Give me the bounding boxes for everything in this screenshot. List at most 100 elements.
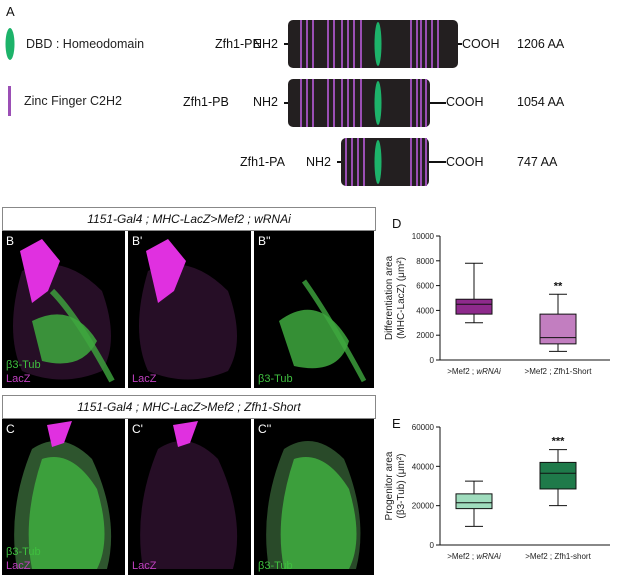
zfh1-pa-zinc-finger bbox=[351, 138, 353, 186]
zfh1-pa-homeodomain bbox=[374, 140, 382, 184]
y-tick-label: 60000 bbox=[412, 423, 435, 432]
y-tick-label: 8000 bbox=[416, 257, 434, 266]
zfh1-pa-zinc-finger bbox=[420, 138, 422, 186]
panel-b-image-1-label-2: LacZ bbox=[6, 373, 31, 385]
panel-b-image-2-letter: B' bbox=[132, 234, 143, 248]
panel-b-image-1: B β3-Tub LacZ bbox=[2, 231, 125, 388]
zfh1-pb-zinc-finger bbox=[312, 79, 314, 127]
homeodomain-legend-label: DBD : Homeodomain bbox=[26, 37, 145, 51]
panel-c-image-3-letter: C'' bbox=[258, 422, 272, 436]
zfh1-pe-protein-bar bbox=[288, 20, 458, 68]
box-series-2: ** bbox=[539, 280, 577, 352]
zfh1-pe-zinc-finger bbox=[347, 20, 349, 68]
zfh1-pe-homeodomain bbox=[374, 22, 382, 66]
y-tick-label: 10000 bbox=[412, 232, 435, 241]
y-tick-label: 2000 bbox=[416, 331, 434, 340]
zfh1-pe-zinc-finger bbox=[437, 20, 439, 68]
y-tick-label: 0 bbox=[430, 541, 435, 550]
panel-b-image-3-letter: B'' bbox=[258, 234, 271, 248]
box-series-1 bbox=[455, 262, 493, 324]
zfh1-pe-zinc-finger bbox=[425, 20, 427, 68]
zfh1-pa-zinc-finger bbox=[425, 138, 427, 186]
panel-a-diagram bbox=[5, 20, 462, 186]
chart-letter: D bbox=[392, 216, 401, 231]
panel-c-image-2-label-1: LacZ bbox=[132, 560, 157, 572]
significance-label: *** bbox=[552, 436, 566, 448]
zfh1-pe-zinc-finger bbox=[312, 20, 314, 68]
panel-b-image-3-label-1: β3-Tub bbox=[258, 373, 293, 385]
panel-c-image-3-label-1: β3-Tub bbox=[258, 560, 293, 572]
zfh1-pe-length: 1206 AA bbox=[517, 37, 565, 51]
box bbox=[455, 493, 493, 510]
chart-letter: E bbox=[392, 416, 401, 431]
zfh1-pe-zinc-finger bbox=[420, 20, 422, 68]
zfh1-pa-zinc-finger bbox=[416, 138, 418, 186]
panel-b-image-1-letter: B bbox=[6, 234, 15, 248]
zfh1-pb-zinc-finger bbox=[353, 79, 355, 127]
panel-c-image-1-letter: C bbox=[6, 422, 15, 436]
y-tick-label: 20000 bbox=[412, 502, 435, 511]
zfh1-pe-zinc-finger bbox=[333, 20, 335, 68]
zfh1-pa-cterm: COOH bbox=[446, 155, 484, 169]
zfh1-pb-zinc-finger bbox=[300, 79, 302, 127]
homeodomain-legend-icon bbox=[5, 28, 15, 60]
zfh1-pb-zinc-finger bbox=[360, 79, 362, 127]
panel-c-image-2: C' LacZ bbox=[128, 419, 251, 575]
zfh1-pe-zinc-finger bbox=[353, 20, 355, 68]
zfh1-pe-zinc-finger bbox=[360, 20, 362, 68]
zfh1-pe-zinc-finger bbox=[416, 20, 418, 68]
panel-c-image-1-label-2: LacZ bbox=[6, 560, 31, 572]
zfh1-pe-zinc-finger bbox=[410, 20, 412, 68]
panel-c-image-1: C β3-Tub LacZ bbox=[2, 419, 125, 575]
panel-c-image-3: C'' β3-Tub bbox=[254, 419, 374, 575]
zfh1-pe-zinc-finger bbox=[341, 20, 343, 68]
panel-c-title: 1151-Gal4 ; MHC-LacZ>Mef2 ; Zfh1-Short bbox=[2, 395, 376, 419]
zinc-finger-legend-icon bbox=[8, 86, 11, 116]
zfh1-pa-name: Zfh1-PA bbox=[240, 155, 285, 169]
zfh1-pb-zinc-finger bbox=[420, 79, 422, 127]
zfh1-pb-zinc-finger bbox=[333, 79, 335, 127]
zfh1-pe-zinc-finger bbox=[306, 20, 308, 68]
y-axis-label: Differentiation area(MHC-LacZ) (μm²) bbox=[384, 255, 407, 340]
panel-b-image-2: B' LacZ bbox=[128, 231, 251, 388]
zfh1-pe-cterm: COOH bbox=[462, 37, 500, 51]
y-axis-label: Progenitor area(β3-Tub) (μm²) bbox=[384, 451, 407, 520]
chart-d: D 0 2000 4000 6000 8000 10000 Differentiation a… bbox=[384, 216, 610, 376]
box-series-1 bbox=[455, 480, 493, 527]
category-label: >Mef2 ; Zfh1-Short bbox=[525, 367, 593, 376]
zfh1-pb-zinc-finger bbox=[410, 79, 412, 127]
zfh1-pa-nterm: NH2 bbox=[306, 155, 332, 169]
zfh1-pa-zinc-finger bbox=[357, 138, 359, 186]
panel-b-image-1-label-1: β3-Tub bbox=[6, 359, 41, 371]
zfh1-pb-cterm: COOH bbox=[446, 95, 484, 109]
zfh1-pb-nterm: NH2 bbox=[253, 95, 279, 109]
box bbox=[455, 298, 493, 315]
category-label: >Mef2 ; wRNAi bbox=[447, 552, 501, 561]
category-label: >Mef2 ; wRNAi bbox=[447, 367, 501, 376]
zfh1-pb-protein-bar bbox=[288, 79, 430, 127]
y-tick-label: 6000 bbox=[416, 282, 434, 291]
panel-b-image-3: B'' β3-Tub bbox=[254, 231, 374, 388]
panel-c-image-1-label-1: β3-Tub bbox=[6, 546, 41, 558]
zfh1-pa-zinc-finger bbox=[410, 138, 412, 186]
zfh1-pb-zinc-finger bbox=[347, 79, 349, 127]
zfh1-pe-name: Zfh1-PE bbox=[215, 37, 261, 51]
box-series-2: *** bbox=[539, 436, 577, 507]
zfh1-pb-name: Zfh1-PB bbox=[183, 95, 229, 109]
chart-e: E 0 20000 40000 60000 Progenitor area(β3-Tub)… bbox=[384, 416, 610, 561]
y-tick-label: 0 bbox=[430, 356, 435, 365]
box bbox=[539, 461, 577, 490]
significance-label: ** bbox=[554, 280, 563, 292]
zfh1-pa-zinc-finger bbox=[345, 138, 347, 186]
y-tick-label: 4000 bbox=[416, 306, 434, 315]
zfh1-pb-zinc-finger bbox=[327, 79, 329, 127]
panel-c-image-2-letter: C' bbox=[132, 422, 143, 436]
zfh1-pa-zinc-finger bbox=[363, 138, 365, 186]
zfh1-pb-homeodomain bbox=[374, 81, 382, 125]
zfh1-pe-zinc-finger bbox=[300, 20, 302, 68]
zfh1-pe-zinc-finger bbox=[327, 20, 329, 68]
zfh1-pb-zinc-finger bbox=[306, 79, 308, 127]
box bbox=[539, 313, 577, 345]
zfh1-pa-protein-bar bbox=[341, 138, 429, 186]
zfh1-pb-zinc-finger bbox=[341, 79, 343, 127]
